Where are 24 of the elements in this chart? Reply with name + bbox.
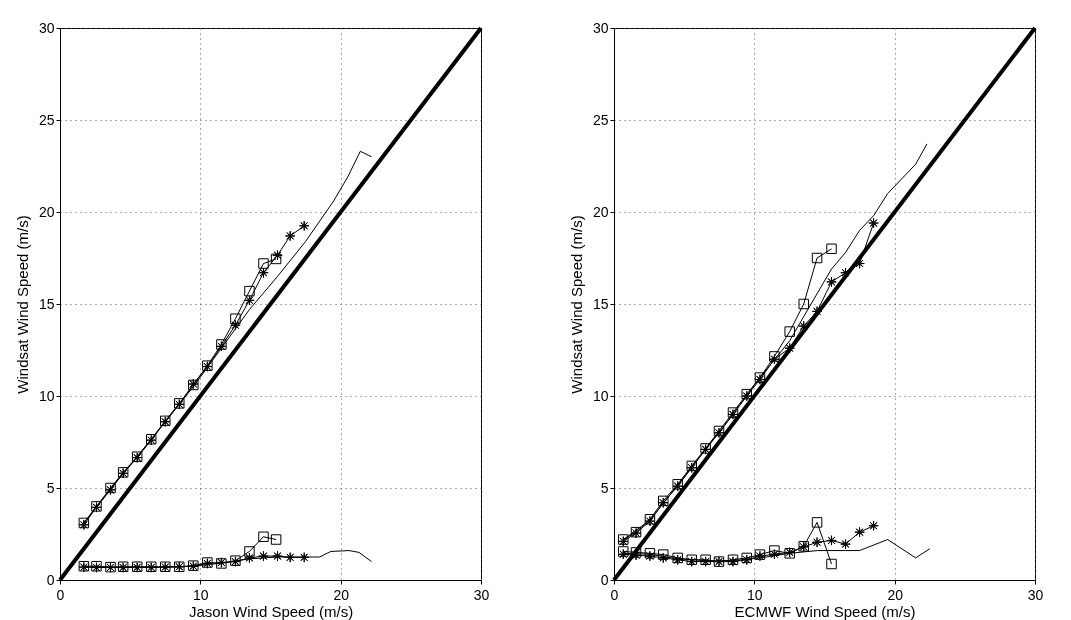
y-tick-label: 0 bbox=[46, 571, 55, 588]
x-tick-label: 20 bbox=[333, 586, 350, 603]
y-tick-label: 15 bbox=[38, 295, 55, 312]
y-tick-label: 10 bbox=[592, 387, 609, 404]
y-tick-label: 5 bbox=[600, 479, 609, 496]
x-tick-label: 20 bbox=[887, 586, 904, 603]
y-tick-label: 20 bbox=[592, 203, 609, 220]
y-tick-label: 5 bbox=[46, 479, 55, 496]
y-tick-label: 30 bbox=[38, 19, 55, 36]
y-tick-label: 10 bbox=[38, 387, 55, 404]
y-tick-label: 0 bbox=[600, 571, 609, 588]
y-axis-title: Windsat Wind Speed (m/s) bbox=[13, 215, 31, 394]
x-axis-title: Jason Wind Speed (m/s) bbox=[188, 602, 354, 620]
x-tick-label: 10 bbox=[193, 586, 209, 603]
y-tick-label: 15 bbox=[592, 295, 609, 312]
y-tick-label: 20 bbox=[38, 203, 55, 220]
x-tick-label: 30 bbox=[1027, 586, 1044, 603]
x-axis-title: ECMWF Wind Speed (m/s) bbox=[734, 602, 916, 620]
x-tick-label: 10 bbox=[747, 586, 763, 603]
x-tick-label: 30 bbox=[473, 586, 490, 603]
y-tick-label: 25 bbox=[592, 111, 609, 128]
y-tick-label: 30 bbox=[592, 19, 609, 36]
y-axis-title: Windsat Wind Speed (m/s) bbox=[567, 215, 585, 394]
y-tick-label: 25 bbox=[38, 111, 55, 128]
